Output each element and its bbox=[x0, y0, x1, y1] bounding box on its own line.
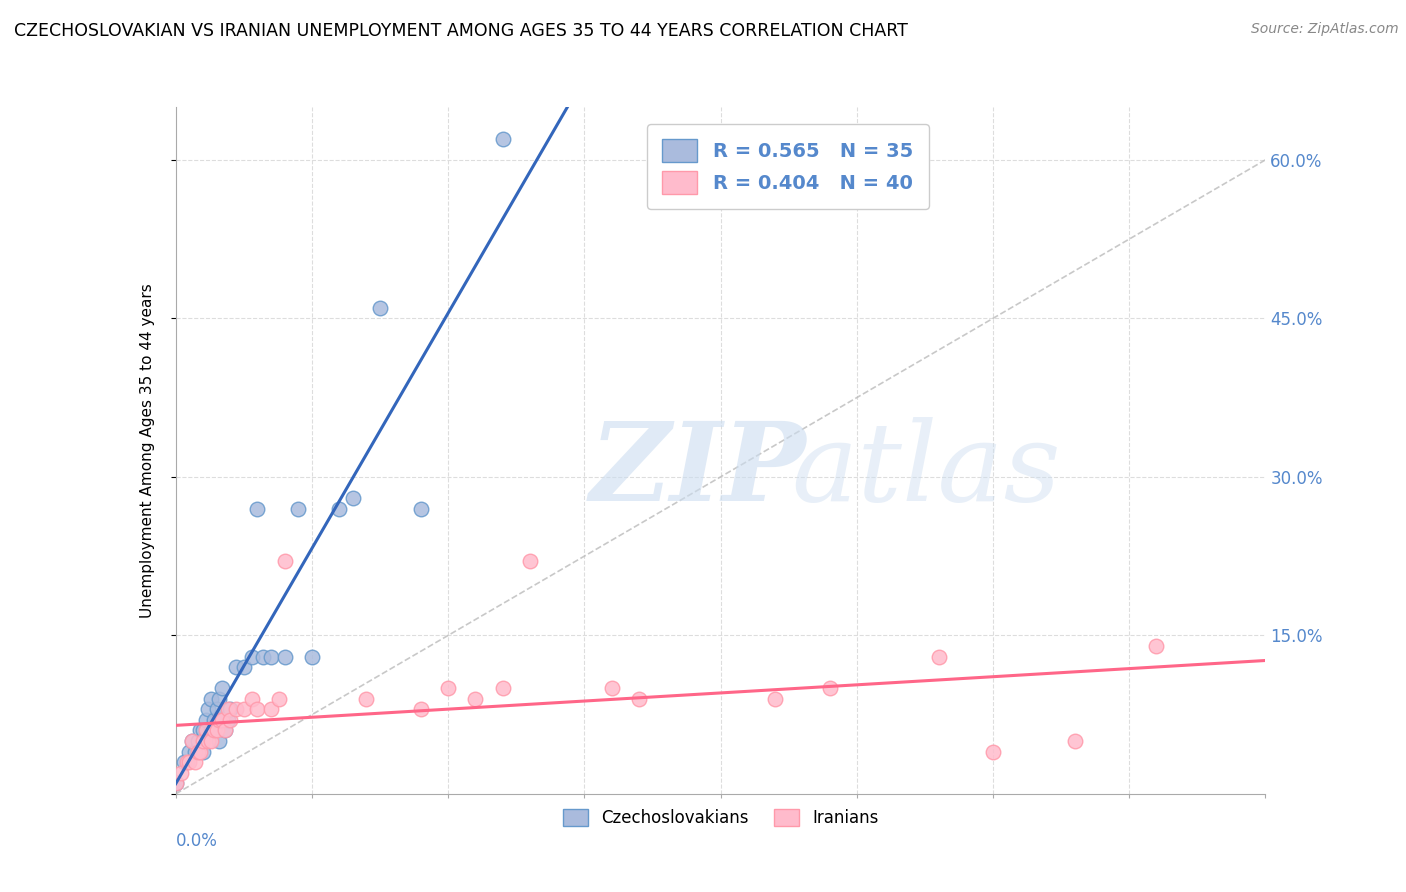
Point bbox=[260, 649, 283, 664]
Legend: Czechoslovakians, Iranians: Czechoslovakians, Iranians bbox=[557, 802, 884, 834]
Point bbox=[464, 691, 486, 706]
Point bbox=[763, 691, 786, 706]
Text: CZECHOSLOVAKIAN VS IRANIAN UNEMPLOYMENT AMONG AGES 35 TO 44 YEARS CORRELATION CH: CZECHOSLOVAKIAN VS IRANIAN UNEMPLOYMENT … bbox=[14, 22, 908, 40]
Point bbox=[208, 691, 231, 706]
Point bbox=[627, 691, 650, 706]
Point bbox=[217, 702, 239, 716]
Point bbox=[246, 501, 269, 516]
Point bbox=[176, 755, 198, 769]
Point bbox=[981, 745, 1004, 759]
Point bbox=[928, 649, 950, 664]
Point bbox=[188, 723, 211, 738]
Point bbox=[211, 713, 233, 727]
Point bbox=[274, 649, 297, 664]
Point bbox=[600, 681, 623, 696]
Point bbox=[208, 734, 231, 748]
Point bbox=[409, 702, 432, 716]
Y-axis label: Unemployment Among Ages 35 to 44 years: Unemployment Among Ages 35 to 44 years bbox=[141, 283, 155, 618]
Point bbox=[252, 649, 274, 664]
Point bbox=[194, 723, 217, 738]
Point bbox=[184, 745, 207, 759]
Point bbox=[492, 132, 515, 146]
Point bbox=[232, 702, 254, 716]
Point bbox=[202, 713, 225, 727]
Point bbox=[205, 723, 228, 738]
Point bbox=[368, 301, 391, 315]
Point bbox=[191, 723, 214, 738]
Point bbox=[200, 734, 222, 748]
Point bbox=[519, 554, 541, 568]
Point bbox=[205, 702, 228, 716]
Point bbox=[274, 554, 297, 568]
Point bbox=[260, 702, 283, 716]
Point bbox=[214, 723, 236, 738]
Point bbox=[342, 491, 364, 505]
Point bbox=[1063, 734, 1085, 748]
Point bbox=[232, 660, 254, 674]
Point bbox=[219, 713, 242, 727]
Point bbox=[211, 681, 233, 696]
Point bbox=[179, 755, 201, 769]
Point bbox=[219, 702, 242, 716]
Point bbox=[356, 691, 378, 706]
Point bbox=[181, 734, 204, 748]
Point bbox=[188, 745, 211, 759]
Point bbox=[240, 691, 263, 706]
Point bbox=[191, 734, 214, 748]
Point bbox=[328, 501, 350, 516]
Point bbox=[194, 713, 217, 727]
Point bbox=[225, 702, 247, 716]
Point bbox=[191, 745, 214, 759]
Point bbox=[200, 691, 222, 706]
Text: ZIP: ZIP bbox=[591, 417, 807, 524]
Point bbox=[269, 691, 291, 706]
Point bbox=[246, 702, 269, 716]
Text: Source: ZipAtlas.com: Source: ZipAtlas.com bbox=[1251, 22, 1399, 37]
Point bbox=[184, 755, 207, 769]
Point bbox=[409, 501, 432, 516]
Point bbox=[301, 649, 323, 664]
Point bbox=[197, 702, 219, 716]
Point bbox=[214, 723, 236, 738]
Text: atlas: atlas bbox=[792, 417, 1062, 524]
Point bbox=[179, 745, 201, 759]
Point bbox=[287, 501, 309, 516]
Point bbox=[186, 745, 209, 759]
Point bbox=[197, 734, 219, 748]
Point bbox=[492, 681, 515, 696]
Point bbox=[818, 681, 841, 696]
Point bbox=[170, 765, 193, 780]
Point bbox=[186, 734, 209, 748]
Point bbox=[200, 723, 222, 738]
Text: 0.0%: 0.0% bbox=[176, 831, 218, 850]
Point bbox=[437, 681, 460, 696]
Point bbox=[208, 713, 231, 727]
Point bbox=[173, 755, 195, 769]
Point bbox=[202, 723, 225, 738]
Point bbox=[217, 713, 239, 727]
Point bbox=[1144, 639, 1167, 653]
Point bbox=[225, 660, 247, 674]
Point bbox=[181, 734, 204, 748]
Point bbox=[240, 649, 263, 664]
Point bbox=[165, 776, 187, 790]
Point bbox=[165, 776, 187, 790]
